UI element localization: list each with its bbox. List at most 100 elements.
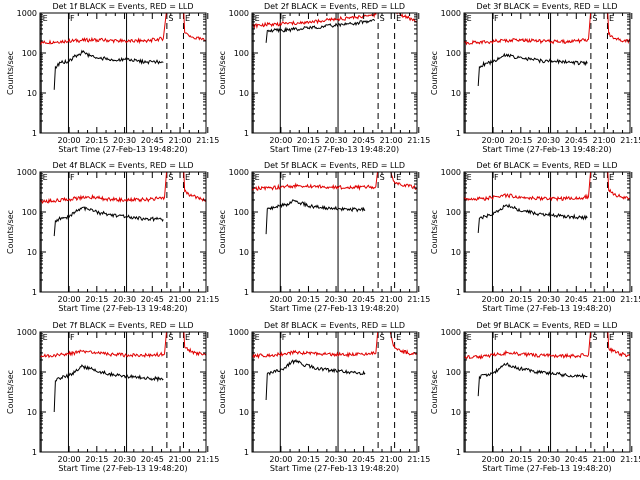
- lld-rate-line: [252, 172, 417, 192]
- y-tick-label: 10: [451, 89, 461, 98]
- y-tick-label: 1000: [229, 9, 249, 18]
- panel-title: Det 7f BLACK = Events, RED = LLD: [52, 321, 193, 330]
- x-axis-label: Start Time (27-Feb-13 19:48:20): [270, 145, 399, 154]
- y-tick-label: 10: [239, 408, 249, 417]
- plot-frame: [39, 331, 207, 453]
- event-rate-line: [53, 364, 164, 413]
- y-tick-label: 10: [239, 89, 249, 98]
- x-tick-label: 20:15: [85, 295, 108, 304]
- x-tick-label: 21:00: [380, 136, 403, 145]
- y-tick-label: 1: [32, 448, 37, 457]
- x-tick-label: 21:00: [169, 455, 192, 464]
- y-tick-label: 1000: [441, 168, 461, 177]
- x-tick-label: 20:30: [325, 295, 348, 304]
- lld-rate-line: [40, 332, 206, 359]
- x-tick-label: 21:15: [196, 136, 219, 145]
- panel-title: Det 6f BLACK = Events, RED = LLD: [476, 161, 617, 170]
- time-marker-label: S: [592, 14, 597, 23]
- x-tick-label: 20:30: [325, 136, 348, 145]
- detector-panel: Det 6f BLACK = Events, RED = LLD E F S E 1 10 1…: [430, 161, 640, 313]
- x-tick-label: 21:00: [593, 455, 616, 464]
- x-axis-label: Start Time (27-Feb-13 19:48:20): [482, 304, 611, 313]
- time-marker-label: E: [609, 14, 614, 23]
- time-marker-label: E: [396, 14, 401, 23]
- x-tick-label: 20:00: [482, 136, 505, 145]
- panel-title: Det 4f BLACK = Events, RED = LLD: [52, 161, 193, 170]
- detector-panel: Det 5f BLACK = Events, RED = LLD E F S E 1 10 1…: [218, 161, 430, 313]
- detector-panel: Det 1f BLACK = Events, RED = LLD E F S E 1 10 1…: [6, 2, 219, 154]
- x-tick-label: 21:15: [407, 455, 430, 464]
- x-tick-label: 20:00: [482, 455, 505, 464]
- lld-rate-line: [40, 13, 206, 46]
- time-marker-label: E: [185, 173, 190, 182]
- time-marker-label: E: [255, 14, 260, 23]
- time-marker-label: S: [168, 14, 173, 23]
- y-axis-label: Counts/sec: [218, 51, 227, 95]
- y-tick-label: 1: [456, 288, 461, 297]
- lld-rate-line: [464, 172, 630, 202]
- time-marker-label: S: [592, 173, 597, 182]
- y-tick-label: 1: [244, 288, 249, 297]
- x-tick-label: 21:15: [407, 136, 430, 145]
- x-tick-label: 20:30: [537, 136, 560, 145]
- x-tick-label: 21:15: [196, 295, 219, 304]
- detector-panel: Det 2f BLACK = Events, RED = LLD E F S E 1 10 1…: [218, 2, 430, 154]
- event-rate-line: [477, 362, 588, 397]
- y-tick-label: 100: [22, 49, 37, 58]
- x-tick-label: 20:45: [141, 295, 164, 304]
- plot-frame: [463, 331, 631, 453]
- x-tick-label: 20:45: [352, 136, 375, 145]
- y-axis-label: Counts/sec: [430, 51, 439, 95]
- time-marker-label: S: [380, 173, 385, 182]
- x-tick-label: 21:15: [196, 455, 219, 464]
- x-tick-label: 21:00: [380, 295, 403, 304]
- lld-rate-line: [252, 332, 417, 360]
- x-tick-label: 20:15: [85, 455, 108, 464]
- x-tick-label: 20:00: [58, 295, 81, 304]
- x-tick-label: 20:30: [537, 295, 560, 304]
- y-tick-label: 100: [234, 49, 249, 58]
- y-axis-label: Counts/sec: [6, 370, 15, 414]
- y-tick-label: 100: [446, 368, 461, 377]
- x-axis-label: Start Time (27-Feb-13 19:48:20): [58, 464, 187, 473]
- x-tick-label: 20:00: [482, 295, 505, 304]
- x-tick-label: 21:00: [593, 136, 616, 145]
- x-tick-label: 20:15: [509, 136, 532, 145]
- lld-rate-line: [252, 13, 417, 29]
- event-rate-line: [265, 199, 366, 235]
- time-marker-label: F: [282, 14, 287, 23]
- detector-panel: Det 8f BLACK = Events, RED = LLD E F S E 1 10 1…: [218, 321, 430, 473]
- time-marker-label: E: [43, 173, 48, 182]
- y-tick-label: 1: [456, 448, 461, 457]
- x-tick-label: 20:45: [352, 295, 375, 304]
- time-marker-label: F: [494, 14, 499, 23]
- x-tick-label: 20:15: [297, 455, 320, 464]
- time-marker-label: S: [592, 333, 597, 342]
- x-tick-label: 20:00: [58, 455, 81, 464]
- x-tick-label: 20:45: [352, 455, 375, 464]
- y-axis-label: Counts/sec: [218, 370, 227, 414]
- x-tick-label: 20:15: [297, 136, 320, 145]
- plot-frame: [251, 171, 418, 293]
- x-tick-label: 20:00: [269, 455, 292, 464]
- x-tick-label: 20:15: [85, 136, 108, 145]
- time-marker-label: F: [494, 173, 499, 182]
- y-tick-label: 100: [234, 208, 249, 217]
- x-tick-label: 21:15: [620, 295, 640, 304]
- time-marker-label: F: [494, 333, 499, 342]
- y-tick-label: 1: [244, 448, 249, 457]
- x-tick-label: 20:45: [141, 136, 164, 145]
- x-tick-label: 21:00: [169, 136, 192, 145]
- detector-panel: Det 9f BLACK = Events, RED = LLD E F S E 1 10 1…: [430, 321, 640, 473]
- y-tick-label: 1000: [17, 328, 37, 337]
- x-tick-label: 20:45: [565, 295, 588, 304]
- plot-frame: [251, 12, 418, 134]
- time-marker-label: E: [609, 333, 614, 342]
- x-tick-label: 21:00: [593, 295, 616, 304]
- x-tick-label: 20:00: [58, 136, 81, 145]
- y-tick-label: 10: [451, 408, 461, 417]
- x-tick-label: 21:15: [407, 295, 430, 304]
- lld-rate-line: [464, 13, 630, 46]
- y-tick-label: 1: [456, 129, 461, 138]
- x-tick-label: 21:15: [620, 136, 640, 145]
